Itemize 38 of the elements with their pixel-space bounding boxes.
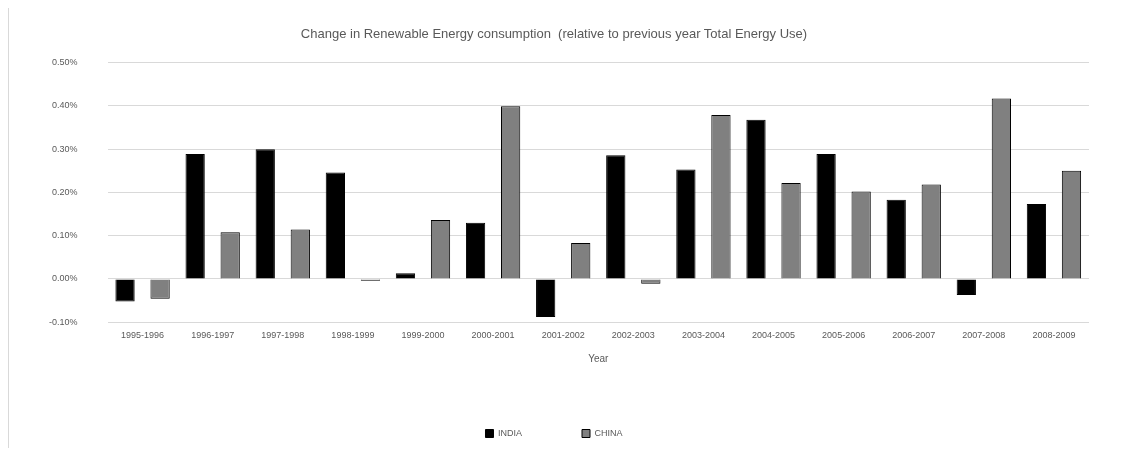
- x-tick-label: 2003-2004: [681, 330, 725, 341]
- y-tick-label: 0.40%: [51, 100, 78, 111]
- x-tick-label: 1999-2000: [401, 330, 445, 341]
- y-tick-label: 0.20%: [51, 186, 78, 197]
- bar: [606, 155, 626, 279]
- y-tick-label: 0.10%: [51, 230, 78, 241]
- bar: [465, 222, 486, 279]
- legend-label: CHINA: [594, 427, 623, 438]
- y-tick-label: 0.00%: [51, 273, 78, 284]
- x-tick-label: 1997-1998: [261, 330, 305, 341]
- x-tick-label: 2002-2003: [611, 330, 655, 341]
- bar: [536, 279, 556, 318]
- x-tick-label: 2001-2002: [541, 330, 585, 341]
- legend-label: INDIA: [498, 427, 523, 438]
- bar: [1026, 204, 1047, 279]
- x-tick-label: 1998-1999: [331, 330, 375, 341]
- bar: [115, 279, 135, 302]
- x-tick-label: 2007-2008: [962, 330, 1006, 341]
- bar: [255, 149, 275, 279]
- y-tick-label: 0.30%: [51, 143, 78, 154]
- x-tick-label: 2000-2001: [471, 330, 515, 341]
- chart-title: Change in Renewable Energy consumption (relative to previous year Total Energy Use): [300, 26, 808, 42]
- x-tick-label: 2006-2007: [892, 330, 936, 341]
- x-tick-label: 1995-1996: [121, 330, 165, 341]
- x-tick-label: 2005-2006: [822, 330, 866, 341]
- x-axis-title: Year: [588, 352, 610, 364]
- bar: [746, 119, 766, 279]
- bar: [185, 153, 205, 279]
- bar: [325, 172, 345, 279]
- bar: [816, 153, 836, 279]
- bar: [886, 199, 906, 279]
- y-tick-label: -0.10%: [48, 316, 78, 327]
- x-tick-label: 2004-2005: [752, 330, 796, 341]
- x-tick-label: 2008-2009: [1032, 330, 1076, 341]
- x-tick-label: 1996-1997: [191, 330, 235, 341]
- bar: [395, 273, 416, 279]
- y-tick-label: 0.50%: [51, 57, 78, 68]
- bar: [676, 169, 696, 279]
